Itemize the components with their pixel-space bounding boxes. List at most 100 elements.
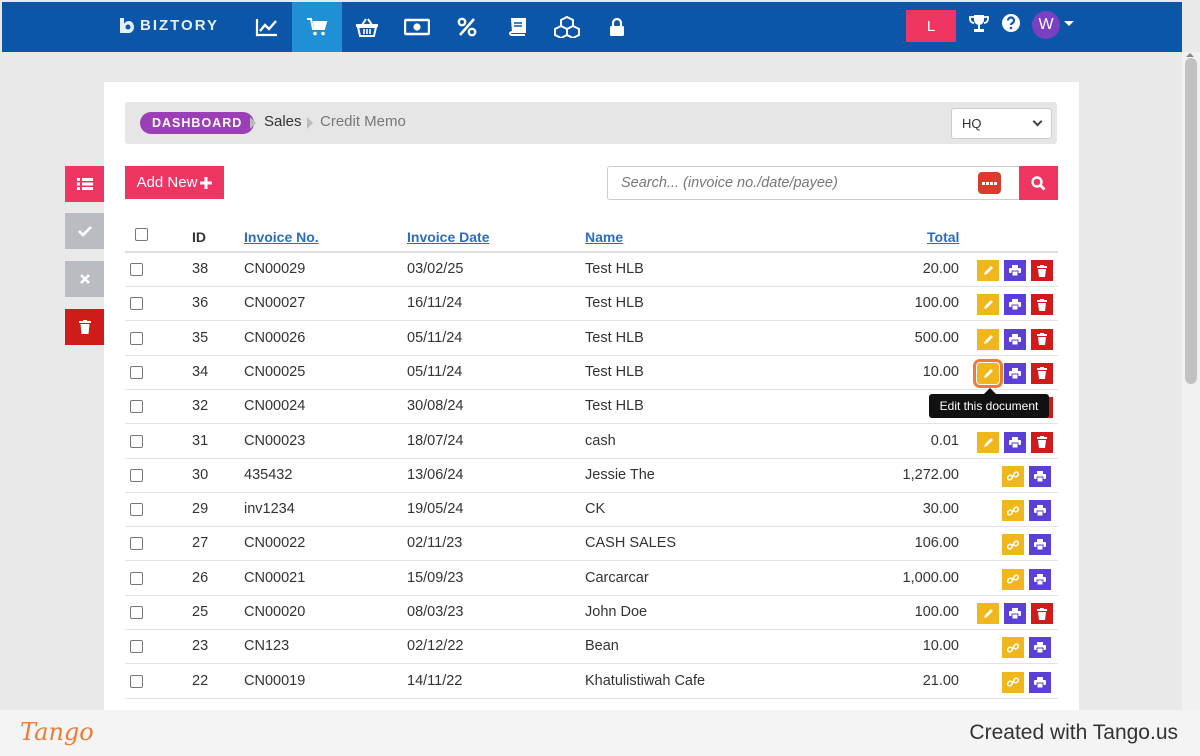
table-row[interactable]: 36 CN00027 16/11/24 Test HLB 100.00 (125, 287, 1058, 322)
nav-reports[interactable] (242, 2, 292, 52)
print-button[interactable] (1004, 431, 1026, 453)
link-button[interactable] (1002, 534, 1024, 556)
print-button[interactable] (1004, 362, 1026, 384)
cell-invoice-no[interactable]: CN00020 (244, 604, 306, 620)
cell-invoice-no[interactable]: CN00027 (244, 295, 306, 312)
delete-button[interactable] (1031, 260, 1053, 281)
cell-invoice-no[interactable]: CN00023 (244, 432, 306, 449)
delete-button[interactable] (1031, 603, 1053, 624)
row-checkbox[interactable] (130, 331, 143, 345)
nav-inventory[interactable] (542, 2, 592, 52)
nav-banking[interactable] (392, 2, 442, 52)
cell-invoice-no[interactable]: CN00025 (244, 363, 306, 380)
row-checkbox[interactable] (130, 297, 143, 311)
print-button[interactable] (1029, 568, 1051, 590)
delete-button[interactable] (1031, 431, 1053, 453)
row-checkbox[interactable] (130, 263, 143, 276)
list-view-button[interactable] (65, 166, 104, 202)
user-avatar[interactable]: W (1032, 11, 1060, 39)
row-checkbox[interactable] (130, 365, 143, 379)
cell-invoice-no[interactable]: CN00029 (244, 261, 306, 277)
void-selected-button[interactable] (65, 261, 104, 297)
breadcrumb-dashboard[interactable]: DASHBOARD (140, 112, 255, 134)
edit-button[interactable] (977, 294, 999, 316)
row-checkbox[interactable] (130, 537, 143, 551)
print-button[interactable] (1029, 465, 1051, 487)
user-initial-button[interactable]: L (906, 10, 956, 42)
nav-security[interactable] (592, 2, 642, 52)
table-row[interactable]: 34 CN00025 05/11/24 Test HLB 10.00 (125, 356, 1058, 390)
trophy-button[interactable] (968, 12, 990, 34)
delete-button[interactable] (1031, 328, 1053, 350)
scrollbar-thumb[interactable] (1185, 58, 1197, 384)
table-row[interactable]: 29 inv1234 19/05/24 CK 30.00 (125, 493, 1058, 528)
table-row[interactable]: 31 CN00023 18/07/24 cash 0.01 (125, 425, 1058, 459)
print-button[interactable] (1004, 603, 1026, 624)
cell-invoice-no[interactable]: CN00024 (244, 398, 306, 415)
keyboard-icon[interactable] (978, 172, 1001, 194)
search-input[interactable]: Search... (invoice no./date/payee) (607, 166, 1020, 200)
row-checkbox[interactable] (130, 571, 143, 585)
print-button[interactable] (1029, 500, 1051, 522)
row-checkbox[interactable] (130, 674, 143, 688)
search-button[interactable] (1019, 166, 1058, 200)
print-button[interactable] (1004, 294, 1026, 316)
row-checkbox[interactable] (130, 468, 143, 482)
breadcrumb-sales[interactable]: Sales (264, 113, 302, 130)
table-row[interactable]: 25 CN00020 08/03/23 John Doe 100.00 (125, 596, 1058, 630)
nav-sales[interactable] (292, 2, 342, 52)
link-button[interactable] (1002, 500, 1024, 522)
table-row[interactable]: 23 CN123 02/12/22 Bean 10.00 (125, 630, 1058, 665)
col-invoice-date[interactable]: Invoice Date (407, 229, 490, 245)
link-button[interactable] (1002, 671, 1024, 693)
branch-select[interactable]: HQ (951, 108, 1052, 139)
table-row[interactable]: 38 CN00029 03/02/25 Test HLB 20.00 (125, 253, 1058, 287)
link-button[interactable] (1002, 568, 1024, 590)
edit-button[interactable] (977, 431, 999, 453)
cell-invoice-no[interactable]: CN123 (244, 638, 290, 655)
table-row[interactable]: 26 CN00021 15/09/23 Carcarcar 1,000.00 (125, 562, 1058, 596)
cell-invoice-no[interactable]: CN00021 (244, 569, 306, 586)
cell-invoice-no[interactable]: CN00026 (244, 329, 306, 346)
cell-invoice-no[interactable]: 435432 (244, 466, 293, 483)
delete-selected-button[interactable] (65, 309, 104, 345)
table-row[interactable]: 27 CN00022 02/11/23 CASH SALES 106.00 (125, 527, 1058, 562)
col-invoice-no[interactable]: Invoice No. (244, 229, 319, 245)
edit-button[interactable] (977, 603, 999, 624)
approve-selected-button[interactable] (65, 213, 104, 249)
table-row[interactable]: 22 CN00019 14/11/22 Khatulistiwah Cafe 21.00 (125, 665, 1058, 699)
edit-button[interactable] (973, 358, 1003, 388)
scroll-up-icon[interactable] (1186, 53, 1194, 57)
select-all-checkbox[interactable] (135, 228, 148, 241)
edit-button[interactable] (977, 328, 999, 350)
link-button[interactable] (1002, 465, 1024, 487)
nav-purchases[interactable] (342, 2, 392, 52)
print-button[interactable] (1029, 671, 1051, 693)
table-row[interactable]: 35 CN00026 05/11/24 Test HLB 500.00 (125, 322, 1058, 356)
cell-invoice-no[interactable]: CN00022 (244, 535, 306, 552)
col-name[interactable]: Name (585, 229, 624, 245)
edit-button[interactable] (977, 260, 999, 281)
cell-invoice-no[interactable]: inv1234 (244, 501, 295, 518)
row-checkbox[interactable] (130, 400, 143, 414)
delete-button[interactable] (1031, 294, 1053, 316)
cell-invoice-no[interactable]: CN00019 (244, 672, 306, 689)
row-checkbox[interactable] (130, 434, 143, 448)
row-checkbox[interactable] (130, 606, 143, 619)
brand-logo[interactable]: BIZTORY (118, 16, 219, 34)
chevron-down-icon[interactable] (1064, 21, 1074, 26)
nav-tax[interactable] (442, 2, 492, 52)
col-total[interactable]: Total (927, 229, 960, 245)
help-button[interactable] (1000, 12, 1022, 34)
print-button[interactable] (1029, 637, 1051, 659)
add-new-button[interactable]: Add New (125, 166, 224, 199)
delete-button[interactable] (1031, 362, 1053, 384)
print-button[interactable] (1004, 328, 1026, 350)
print-button[interactable] (1029, 534, 1051, 556)
nav-accounting[interactable] (492, 2, 542, 52)
row-checkbox[interactable] (130, 640, 143, 654)
row-checkbox[interactable] (130, 503, 143, 517)
table-row[interactable]: 30 435432 13/06/24 Jessie The 1,272.00 (125, 459, 1058, 493)
link-button[interactable] (1002, 637, 1024, 659)
